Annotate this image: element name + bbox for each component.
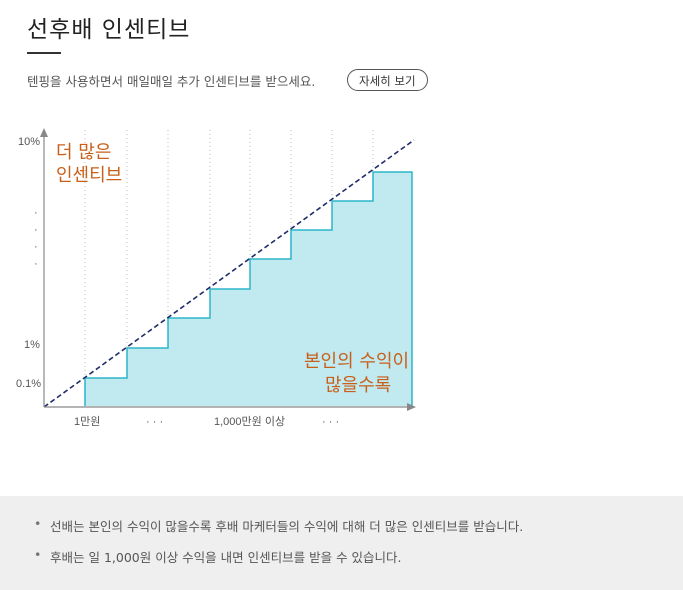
annotation-more: 더 많은 [56,142,111,163]
y-tick-label: 1% [24,339,40,351]
x-tick-label: · · · [322,416,339,428]
y-tick-dot: · [34,241,38,253]
note-item: 선배는 본인의 수익이 많을수록 후배 마케터들의 수익에 대해 더 많은 인센… [34,516,683,535]
note-item: 후배는 일 1,000원 이상 수익을 내면 인센티브를 받을 수 있습니다. [34,547,683,566]
step-line [84,171,413,406]
annotation-incentive: 인센티브 [56,165,122,186]
page-subtitle: 텐핑을 사용하면서 매일매일 추가 인센티브를 받으세요. [27,74,316,89]
annotation-higher: 많을수록 [325,375,391,396]
y-tick-label: 0.1% [16,378,41,390]
page-title: 선후배 인센티브 [27,17,191,43]
x-tick-label: 1만원 [74,415,100,428]
y-tick-dot: · [34,207,38,219]
notes-panel: 선배는 본인의 수익이 많을수록 후배 마케터들의 수익에 대해 더 많은 인센… [0,496,683,590]
notes-list: 선배는 본인의 수익이 많을수록 후배 마케터들의 수익에 대해 더 많은 인센… [0,496,683,566]
annotation-earnings: 본인의 수익이 [304,351,409,372]
x-axis-arrow [407,403,416,411]
y-tick-dot: · [34,258,38,270]
more-details-button[interactable]: 자세히 보기 [347,69,428,91]
incentive-chart: 10% · · · · 1% 0.1% 1만원 · · · 1,000만원 이상… [16,128,416,428]
x-tick-label: · · · [146,416,163,428]
y-tick-dot: · [34,224,38,236]
x-tick-label: 1,000만원 이상 [214,415,285,428]
title-divider [27,52,61,54]
trend-line [43,139,415,408]
y-tick-label: 10% [18,136,40,148]
y-axis-arrow [40,128,48,137]
